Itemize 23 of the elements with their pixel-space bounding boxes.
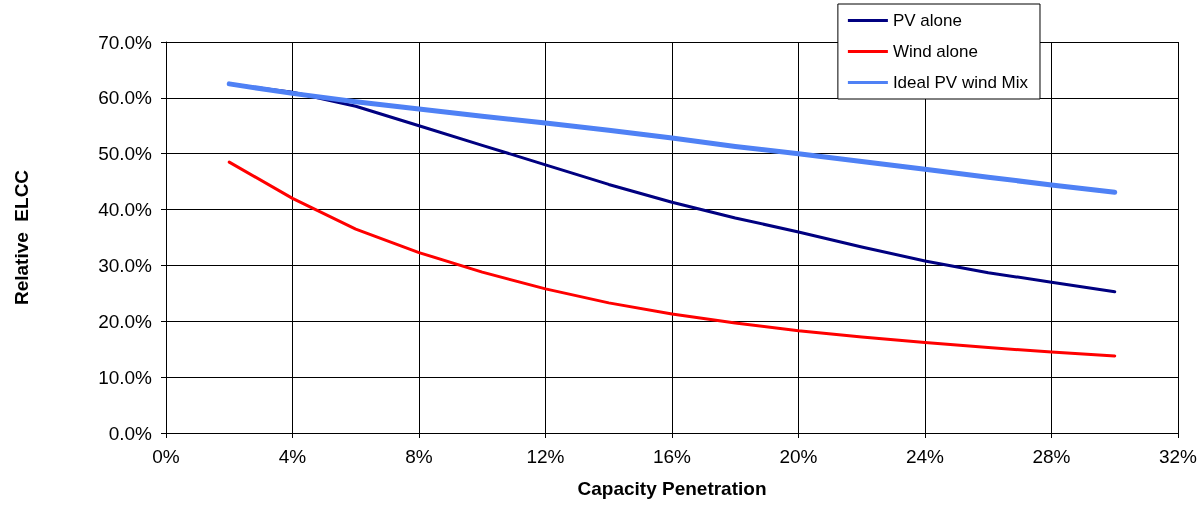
y-tick-label: 50.0%: [98, 143, 153, 165]
x-axis-title: Capacity Penetration: [577, 478, 767, 499]
y-axis-title: Relative ELCC: [11, 169, 32, 306]
y-tick-label: 10.0%: [98, 366, 153, 388]
y-tick-label: 20.0%: [98, 310, 153, 332]
x-tick-label: 8%: [405, 446, 433, 467]
x-tick-label: 16%: [652, 446, 692, 467]
x-tick-label: 12%: [526, 446, 565, 467]
legend-label: PV alone: [892, 11, 962, 30]
x-tick-label: 4%: [278, 446, 307, 467]
legend-label: Wind alone: [892, 42, 978, 61]
line-series: [227, 160, 1117, 358]
x-tick-label: 24%: [905, 446, 945, 467]
y-tick-label: 30.0%: [98, 254, 153, 276]
y-tick-label: 70.0%: [98, 31, 153, 53]
x-tick-label: 28%: [1032, 446, 1071, 467]
y-tick-label: 0.0%: [108, 422, 153, 444]
legend-label: Ideal PV wind Mix: [892, 73, 1029, 92]
x-tick-label: 20%: [779, 446, 818, 467]
x-tick-label: 0%: [152, 446, 180, 467]
y-tick-label: 40.0%: [98, 199, 153, 221]
x-tick-label: 32%: [1158, 446, 1198, 467]
y-tick-label: 60.0%: [98, 87, 153, 109]
